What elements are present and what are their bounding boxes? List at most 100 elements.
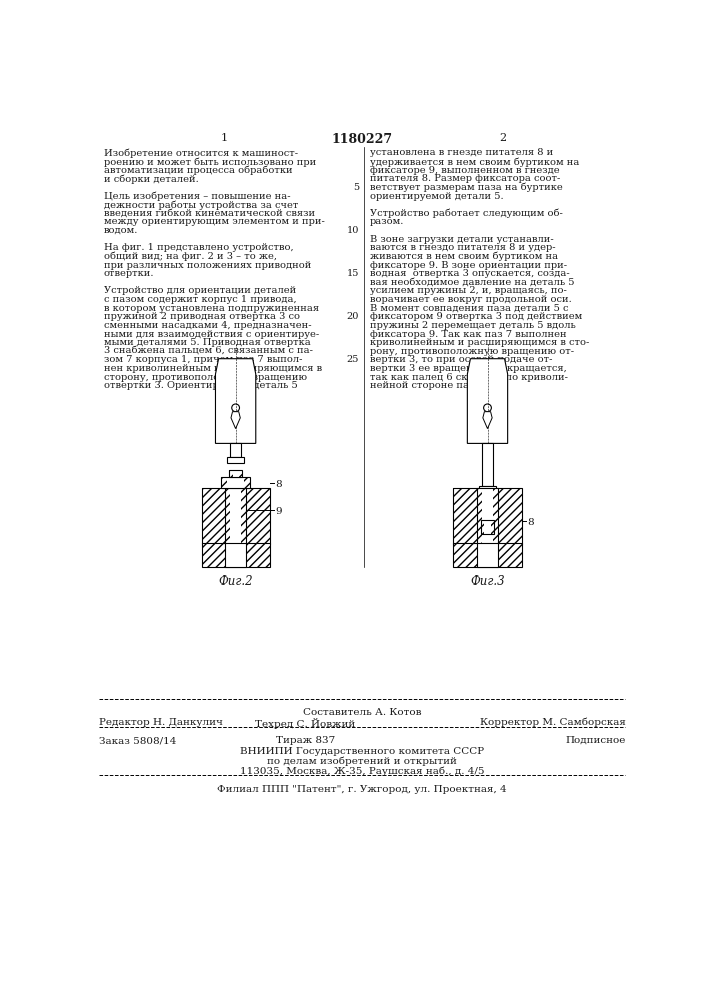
Bar — [453, 543, 522, 567]
Bar — [225, 488, 230, 544]
Text: питателя 8. Размер фиксатора соот-: питателя 8. Размер фиксатора соот- — [370, 174, 560, 183]
Text: роению и может быть использовано при: роению и может быть использовано при — [104, 157, 316, 167]
Text: Составитель А. Котов: Составитель А. Котов — [303, 708, 421, 717]
Text: 25: 25 — [346, 355, 359, 364]
Text: водная  отвертка 3 опускается, созда-: водная отвертка 3 опускается, созда- — [370, 269, 569, 278]
Text: 15: 15 — [346, 269, 359, 278]
Text: нен криволинейным и расширяющимся в: нен криволинейным и расширяющимся в — [104, 364, 322, 373]
Text: ворачивает ее вокруг продольной оси.: ворачивает ее вокруг продольной оси. — [370, 295, 571, 304]
Bar — [230, 470, 233, 477]
Text: Корректор М. Самборская: Корректор М. Самборская — [479, 718, 626, 727]
Text: сменными насадками 4, предназначен-: сменными насадками 4, предназначен- — [104, 321, 312, 330]
Text: дежности работы устройства за счет: дежности работы устройства за счет — [104, 200, 298, 210]
Bar — [239, 470, 242, 477]
Text: Заказ 5808/14: Заказ 5808/14 — [99, 736, 177, 745]
Text: 113035, Москва, Ж-35, Раушская наб., д. 4/5: 113035, Москва, Ж-35, Раушская наб., д. … — [240, 767, 484, 776]
Bar — [221, 477, 227, 488]
Text: отвертки 3. Ориентируемая деталь 5: отвертки 3. Ориентируемая деталь 5 — [104, 381, 298, 390]
Text: фиксаторе 9, выполненном в гнезде: фиксаторе 9, выполненном в гнезде — [370, 166, 559, 175]
Text: В момент совпадения паза детали 5 с: В момент совпадения паза детали 5 с — [370, 304, 568, 313]
Text: фиксатора 9. Так как паз 7 выполнен: фиксатора 9. Так как паз 7 выполнен — [370, 330, 566, 339]
Text: отвертки.: отвертки. — [104, 269, 154, 278]
Bar — [453, 488, 522, 544]
Text: пружины 2 перемещает деталь 5 вдоль: пружины 2 перемещает деталь 5 вдоль — [370, 321, 575, 330]
Text: 1180227: 1180227 — [332, 133, 392, 146]
Text: криволинейным и расширяющимся в сто-: криволинейным и расширяющимся в сто- — [370, 338, 589, 347]
Bar — [481, 520, 493, 534]
Text: водом.: водом. — [104, 226, 139, 235]
Text: введения гибкой кинематической связи: введения гибкой кинематической связи — [104, 209, 315, 218]
Text: разом.: разом. — [370, 217, 404, 226]
Text: Тираж 837: Тираж 837 — [276, 736, 335, 745]
Text: Подписное: Подписное — [565, 736, 626, 745]
Text: пружиной 2 приводная отвертка 3 со: пружиной 2 приводная отвертка 3 со — [104, 312, 300, 321]
Text: живаются в нем своим буртиком на: живаются в нем своим буртиком на — [370, 252, 558, 261]
Text: Филиал ППП "Патент", г. Ужгород, ул. Проектная, 4: Филиал ППП "Патент", г. Ужгород, ул. Про… — [217, 785, 507, 794]
Bar — [477, 543, 498, 567]
Text: 20: 20 — [346, 312, 359, 321]
Text: 2: 2 — [499, 133, 506, 143]
Text: вая необходимое давление на деталь 5: вая необходимое давление на деталь 5 — [370, 278, 574, 287]
Polygon shape — [467, 359, 508, 443]
Bar — [244, 477, 250, 488]
Text: Редактор Н. Данкулич: Редактор Н. Данкулич — [99, 718, 223, 727]
Text: Цель изобретения – повышение на-: Цель изобретения – повышение на- — [104, 192, 291, 201]
Bar — [493, 488, 498, 544]
Bar — [479, 486, 496, 492]
Text: зом 7 корпуса 1, причем паз 7 выпол-: зом 7 корпуса 1, причем паз 7 выпол- — [104, 355, 303, 364]
Bar — [481, 520, 484, 534]
Text: мыми деталями 5. Приводная отвертка: мыми деталями 5. Приводная отвертка — [104, 338, 310, 347]
Text: по делам изобретений и открытий: по делам изобретений и открытий — [267, 757, 457, 766]
Text: ными для взаимодействия с ориентируе-: ными для взаимодействия с ориентируе- — [104, 330, 319, 339]
Text: рону, противоположную вращению от-: рону, противоположную вращению от- — [370, 347, 574, 356]
Text: между ориентирующим элементом и при-: между ориентирующим элементом и при- — [104, 217, 325, 226]
Bar — [225, 488, 247, 544]
Text: Фиг.2: Фиг.2 — [218, 575, 253, 588]
Text: фиксаторе 9. В зоне ориентации при-: фиксаторе 9. В зоне ориентации при- — [370, 261, 567, 270]
Text: 8: 8 — [527, 518, 534, 527]
Text: фиксатором 9 отвертка 3 под действием: фиксатором 9 отвертка 3 под действием — [370, 312, 582, 321]
Bar — [201, 543, 270, 567]
Bar — [201, 488, 270, 544]
Text: Фиг.3: Фиг.3 — [470, 575, 505, 588]
Text: 1: 1 — [221, 133, 228, 143]
Text: ваются в гнездо питателя 8 и удер-: ваются в гнездо питателя 8 и удер- — [370, 243, 555, 252]
Text: удерживается в нем своим буртиком на: удерживается в нем своим буртиком на — [370, 157, 579, 167]
Text: ветствует размерам паза на буртике: ветствует размерам паза на буртике — [370, 183, 563, 192]
Bar — [201, 488, 270, 544]
Bar — [230, 443, 241, 457]
Text: 10: 10 — [346, 226, 359, 235]
Bar — [221, 477, 250, 488]
Text: сторону, противоположную вращению: сторону, противоположную вращению — [104, 373, 307, 382]
Text: автоматизации процесса обработки: автоматизации процесса обработки — [104, 166, 293, 175]
Bar — [453, 543, 522, 567]
Polygon shape — [483, 412, 492, 429]
Text: ориентируемой детали 5.: ориентируемой детали 5. — [370, 192, 503, 201]
Text: усилием пружины 2, и, вращаясь, по-: усилием пружины 2, и, вращаясь, по- — [370, 286, 566, 295]
Text: установлена в гнезде питателя 8 и: установлена в гнезде питателя 8 и — [370, 148, 553, 157]
Bar — [477, 488, 498, 544]
Text: 8: 8 — [275, 480, 282, 489]
Bar — [477, 488, 482, 544]
Text: общий вид; на фиг. 2 и 3 – то же,: общий вид; на фиг. 2 и 3 – то же, — [104, 252, 277, 261]
Text: 3 снабжена пальцем 6, связанным с па-: 3 снабжена пальцем 6, связанным с па- — [104, 347, 313, 356]
Text: Техред С. Йовжий: Техред С. Йовжий — [255, 718, 356, 729]
Text: На фиг. 1 представлено устройство,: На фиг. 1 представлено устройство, — [104, 243, 293, 252]
Text: и сборки деталей.: и сборки деталей. — [104, 174, 199, 184]
Text: ВНИИПИ Государственного комитета СССР: ВНИИПИ Государственного комитета СССР — [240, 747, 484, 756]
Text: 9: 9 — [275, 507, 282, 516]
Bar — [241, 488, 247, 544]
Text: Устройство работает следующим об-: Устройство работает следующим об- — [370, 209, 563, 218]
Text: нейной стороне паза 7.: нейной стороне паза 7. — [370, 381, 493, 390]
Bar — [491, 520, 493, 534]
Text: так как палец 6 скользит по криволи-: так как палец 6 скользит по криволи- — [370, 373, 568, 382]
Bar — [225, 543, 247, 567]
Text: с пазом содержит корпус 1 привода,: с пазом содержит корпус 1 привода, — [104, 295, 296, 304]
Polygon shape — [231, 412, 240, 429]
Polygon shape — [216, 359, 256, 443]
Text: Изобретение относится к машиност-: Изобретение относится к машиност- — [104, 148, 298, 158]
Text: в котором установлена подпружиненная: в котором установлена подпружиненная — [104, 304, 319, 313]
Text: Устройство для ориентации деталей: Устройство для ориентации деталей — [104, 286, 296, 295]
Bar — [227, 457, 244, 463]
Bar — [230, 470, 242, 477]
